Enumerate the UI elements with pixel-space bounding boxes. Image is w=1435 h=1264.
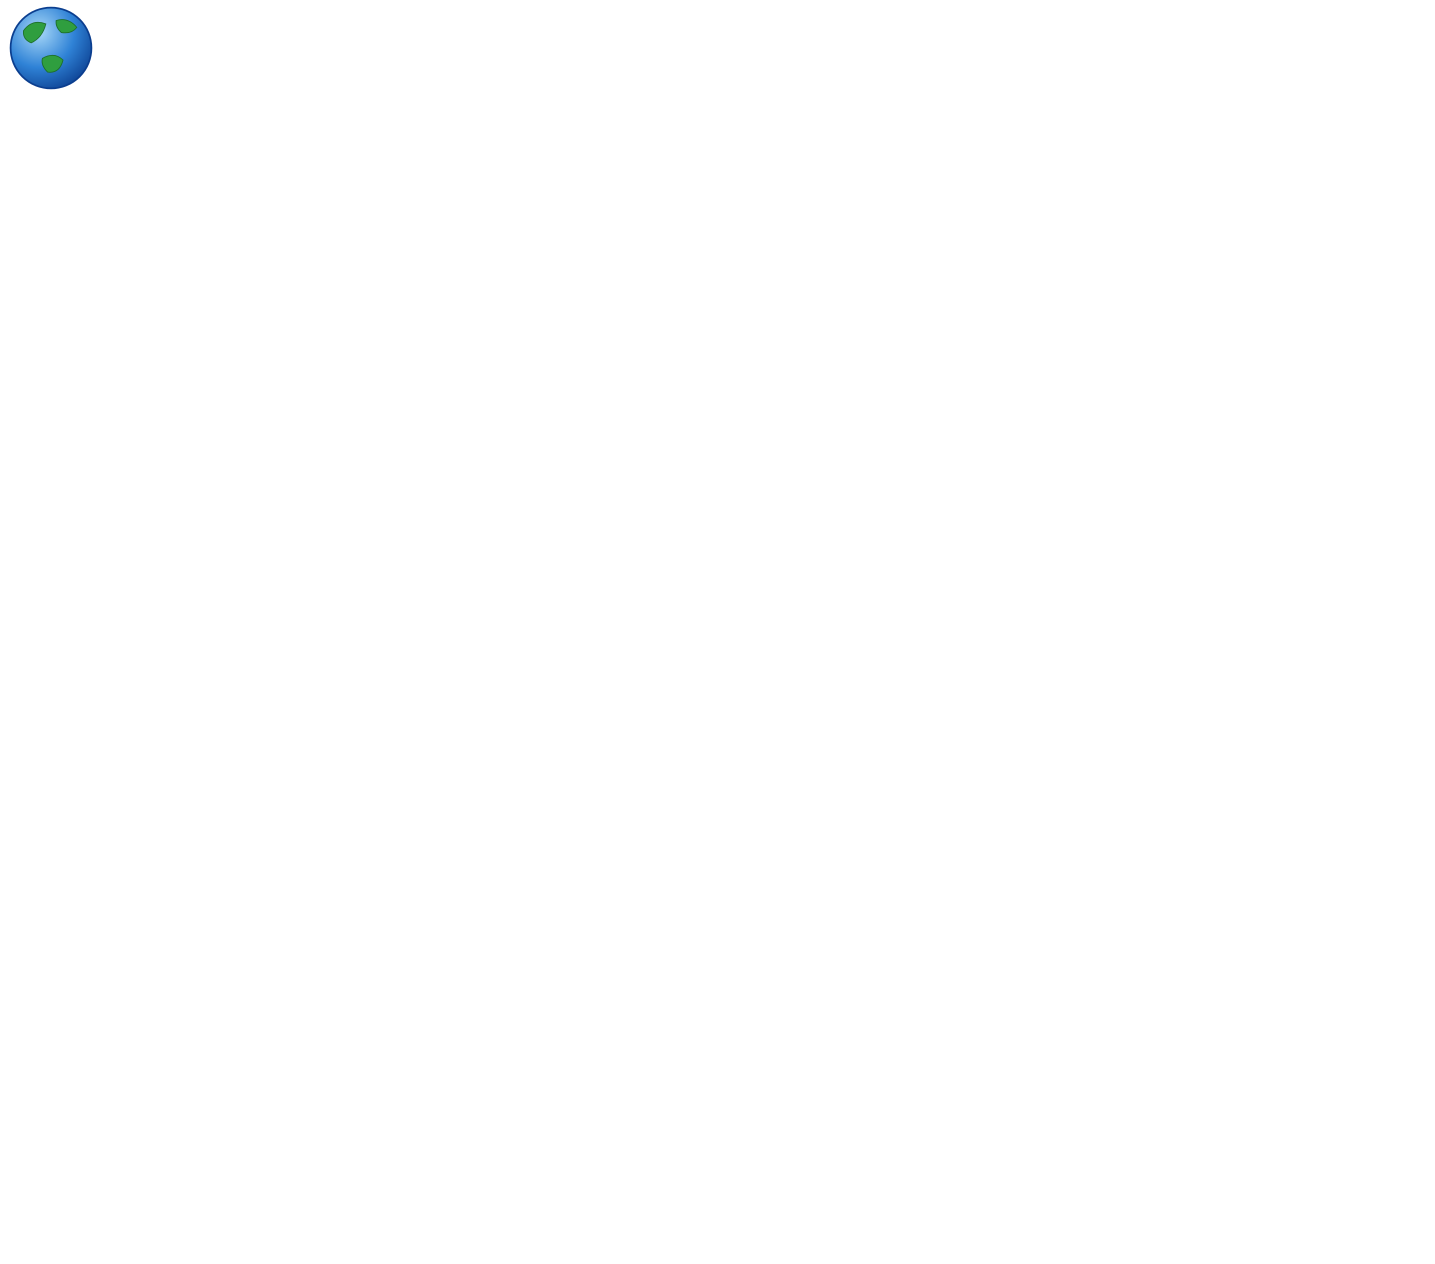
colorbar-canvas [1300,122,1346,1230]
map-canvas [75,122,1198,1228]
coaps-logo [8,5,94,91]
colorbar [1300,122,1346,1230]
colorbar-label [1390,122,1426,1230]
map-plot [75,122,1198,1228]
globe-icon [9,6,93,90]
